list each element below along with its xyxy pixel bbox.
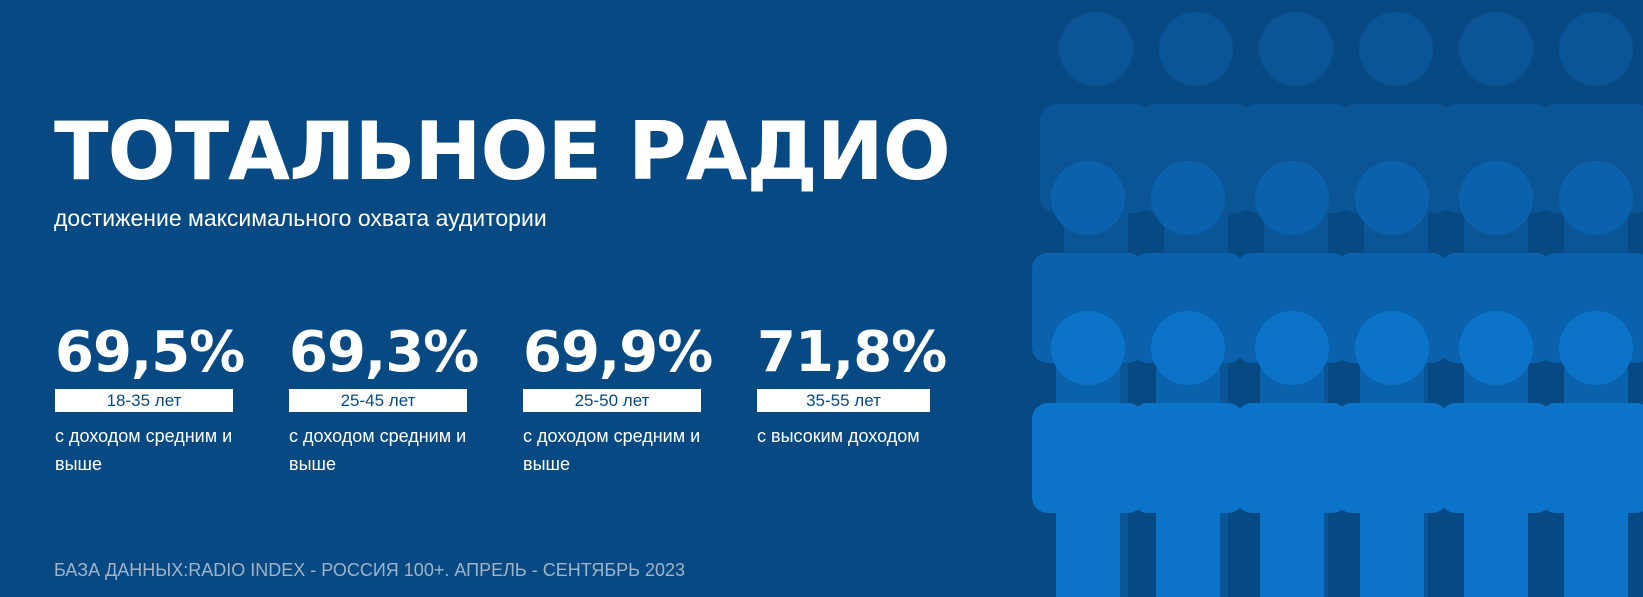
person-figure-icon: [1540, 311, 1643, 597]
person-head: [1355, 161, 1429, 235]
person-torso: [1440, 403, 1552, 513]
stat-card-3: 69,9% 25-50 лет с доходом средним и выше: [523, 320, 743, 478]
person-head: [1051, 311, 1125, 385]
stat-description: с доходом средним и выше: [289, 426, 467, 474]
person-head: [1159, 12, 1233, 86]
person-legs: [1056, 503, 1120, 597]
stat-age-label: 35-55 лет: [757, 389, 930, 412]
stat-age-label: 18-35 лет: [55, 389, 233, 412]
person-head: [1459, 311, 1533, 385]
stat-description: с высоким доходом: [757, 426, 920, 446]
people-row-3: [1032, 311, 1643, 597]
person-legs: [1260, 503, 1324, 597]
stat-card-1: 69,5% 18-35 лет с доходом средним и выше: [55, 320, 275, 478]
person-legs: [1564, 503, 1628, 597]
person-torso: [1540, 403, 1643, 513]
stat-age-label: 25-45 лет: [289, 389, 467, 412]
person-legs: [1156, 503, 1220, 597]
person-head: [1559, 12, 1633, 86]
person-head: [1359, 12, 1433, 86]
person-head: [1151, 161, 1225, 235]
person-head: [1255, 311, 1329, 385]
person-figure-icon: [1132, 311, 1244, 597]
person-figure-icon: [1336, 311, 1448, 597]
person-legs: [1464, 503, 1528, 597]
page-subtitle: достижение максимального охвата аудитори…: [54, 205, 547, 231]
person-torso: [1132, 403, 1244, 513]
stat-value: 69,9%: [523, 320, 713, 385]
person-head: [1459, 12, 1533, 86]
page-title: ТОТАЛЬНОЕ РАДИО: [54, 105, 951, 198]
stat-value: 69,3%: [289, 320, 479, 385]
stat-description: с доходом средним и выше: [523, 426, 701, 474]
person-torso: [1236, 403, 1348, 513]
person-head: [1259, 12, 1333, 86]
stat-card-4: 71,8% 35-55 лет с высоким доходом: [757, 320, 977, 450]
person-head: [1559, 161, 1633, 235]
data-source-note: БАЗА ДАННЫХ:RADIO INDEX - РОССИЯ 100+. А…: [54, 560, 685, 580]
person-head: [1051, 161, 1125, 235]
person-torso: [1032, 403, 1144, 513]
person-head: [1255, 161, 1329, 235]
person-head: [1559, 311, 1633, 385]
person-head: [1059, 12, 1133, 86]
stat-description: с доходом средним и выше: [55, 426, 233, 474]
person-head: [1151, 311, 1225, 385]
person-figure-icon: [1032, 311, 1144, 597]
person-legs: [1360, 503, 1424, 597]
person-figure-icon: [1440, 311, 1552, 597]
person-head: [1459, 161, 1533, 235]
people-crowd-illustration: [1032, 12, 1643, 597]
stat-value: 71,8%: [757, 320, 947, 385]
stat-value: 69,5%: [55, 320, 245, 385]
person-torso: [1336, 403, 1448, 513]
person-figure-icon: [1236, 311, 1348, 597]
stat-age-label: 25-50 лет: [523, 389, 701, 412]
stat-card-2: 69,3% 25-45 лет с доходом средним и выше: [289, 320, 509, 478]
person-head: [1355, 311, 1429, 385]
